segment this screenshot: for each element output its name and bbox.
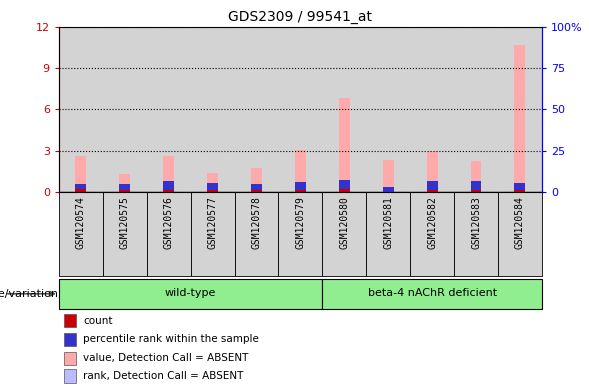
Bar [339,98,350,192]
Bar [454,27,498,192]
Bar [120,174,130,192]
Bar [75,184,86,189]
Bar [515,183,525,190]
Bar [251,190,262,192]
Bar [120,190,130,192]
Bar [498,27,542,192]
Text: GSM120582: GSM120582 [427,196,437,249]
Bar [339,180,350,189]
Text: GSM120575: GSM120575 [120,196,130,249]
Bar [191,192,234,276]
Bar [103,192,147,276]
Bar [64,369,76,382]
Bar [64,314,76,327]
Bar [163,156,174,192]
Text: genotype/variation: genotype/variation [0,289,58,299]
Bar [426,151,438,192]
Bar [234,192,279,276]
Bar [295,150,306,192]
Bar [75,156,86,192]
Bar [207,174,218,192]
Bar [322,192,366,276]
Bar [366,27,410,192]
Text: count: count [83,316,112,326]
Bar [515,45,525,192]
Bar [498,192,542,276]
Bar [471,181,481,190]
Bar [251,184,262,190]
Text: GSM120584: GSM120584 [515,196,525,249]
Bar [163,190,174,192]
Bar [454,192,498,276]
Bar [426,181,438,190]
Bar [471,161,481,192]
Bar [322,27,366,192]
Bar [426,190,438,192]
Text: value, Detection Call = ABSENT: value, Detection Call = ABSENT [83,353,249,364]
Text: GSM120576: GSM120576 [164,196,174,249]
Bar [366,192,410,276]
Bar [64,333,76,346]
Text: GSM120574: GSM120574 [76,196,86,249]
Bar [410,192,454,276]
Bar [295,182,306,190]
Bar [279,192,322,276]
Text: GSM120579: GSM120579 [296,196,305,249]
Title: GDS2309 / 99541_at: GDS2309 / 99541_at [229,10,372,25]
Bar [103,27,147,192]
Bar [59,279,322,310]
Bar [410,27,454,192]
Text: GSM120583: GSM120583 [471,196,481,249]
Text: GSM120581: GSM120581 [383,196,393,249]
Bar [471,190,481,192]
Text: beta-4 nAChR deficient: beta-4 nAChR deficient [368,288,497,298]
Bar [147,27,191,192]
Bar [339,189,350,192]
Bar [59,192,103,276]
Text: GSM120577: GSM120577 [207,196,217,249]
Bar [234,27,279,192]
Bar [383,160,393,192]
Bar [279,27,322,192]
Bar [515,190,525,192]
Text: GSM120578: GSM120578 [252,196,262,249]
Bar [191,27,234,192]
Bar [207,190,218,192]
Bar [383,187,393,192]
Bar [295,190,306,192]
Bar [322,279,542,310]
Text: wild-type: wild-type [165,288,216,298]
Bar [147,192,191,276]
Bar [251,168,262,192]
Bar [64,352,76,365]
Text: percentile rank within the sample: percentile rank within the sample [83,334,259,344]
Bar [163,180,174,190]
Bar [120,184,130,190]
Bar [207,184,218,190]
Text: rank, Detection Call = ABSENT: rank, Detection Call = ABSENT [83,371,243,381]
Bar [59,27,103,192]
Bar [75,189,86,192]
Text: GSM120580: GSM120580 [339,196,349,249]
